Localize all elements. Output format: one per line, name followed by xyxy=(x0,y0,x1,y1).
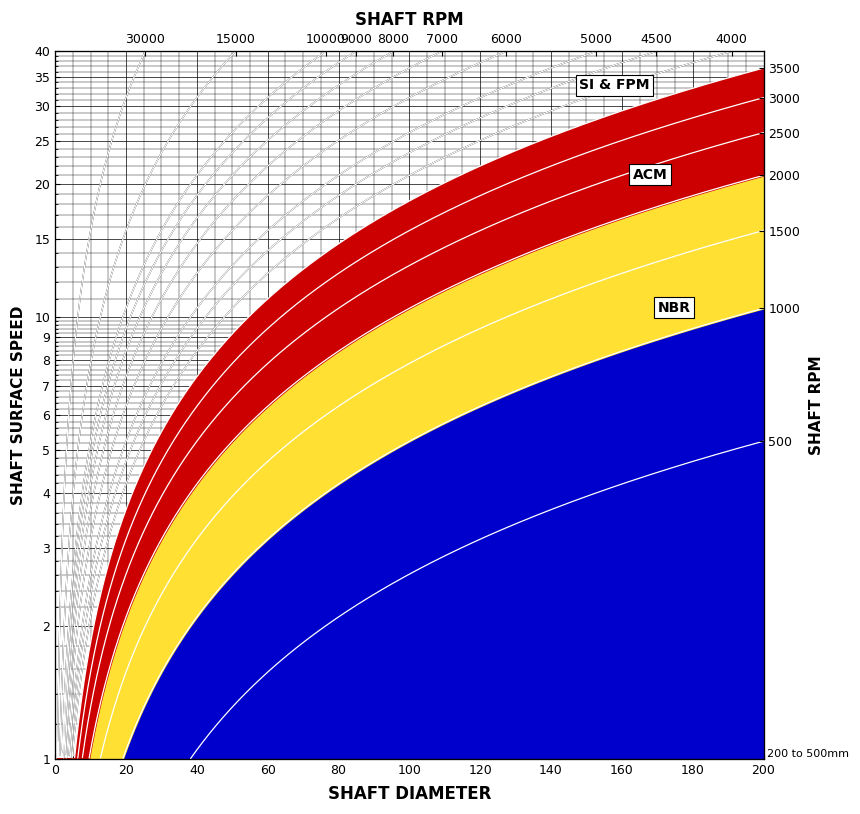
Text: NBR: NBR xyxy=(657,301,691,315)
Text: ACM: ACM xyxy=(632,168,667,182)
Text: 200 to 500mm: 200 to 500mm xyxy=(767,749,849,759)
Y-axis label: SHAFT RPM: SHAFT RPM xyxy=(808,355,824,455)
X-axis label: SHAFT DIAMETER: SHAFT DIAMETER xyxy=(328,785,491,803)
Text: SI & FPM: SI & FPM xyxy=(580,78,650,92)
Y-axis label: SHAFT SURFACE SPEED: SHAFT SURFACE SPEED xyxy=(11,305,26,505)
X-axis label: SHAFT RPM: SHAFT RPM xyxy=(355,11,464,29)
